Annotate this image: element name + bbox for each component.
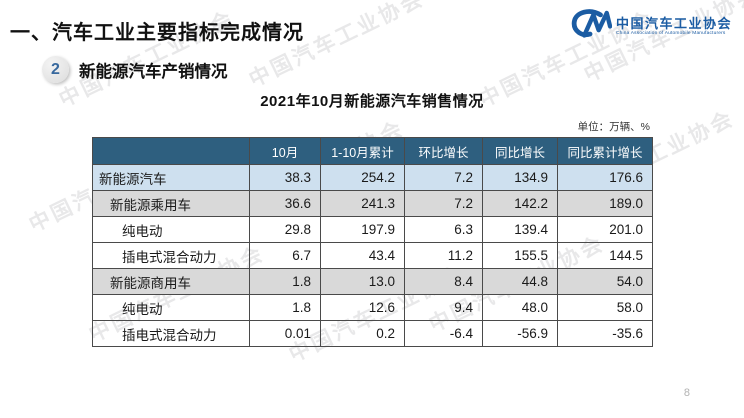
column-header: 10月 [249, 137, 321, 165]
section-number-badge: 2 [42, 56, 69, 83]
value-cell: 1.8 [249, 294, 321, 321]
value-cell: -35.6 [557, 320, 653, 347]
value-cell: 8.4 [404, 268, 483, 295]
value-cell: 241.3 [320, 190, 405, 217]
value-cell: 13.0 [320, 268, 405, 295]
table-row: 新能源汽车 38.3 254.2 7.2 134.9 176.6 [92, 164, 653, 191]
column-header: 环比增长 [404, 137, 483, 165]
row-label-cell: 新能源商用车 [92, 268, 250, 295]
value-cell: 6.7 [249, 242, 321, 269]
page-title: 一、汽车工业主要指标完成情况 [10, 22, 304, 44]
column-header: 同比累计增长 [557, 137, 653, 165]
value-cell: 48.0 [482, 294, 558, 321]
logo-name-cn: 中国汽车工业协会 [615, 15, 732, 31]
value-cell: 144.5 [557, 242, 653, 269]
table-header-row: 10月 1-10月累计 环比增长 同比增长 同比累计增长 [92, 137, 653, 165]
value-cell: 134.9 [482, 164, 558, 191]
column-header: 同比增长 [482, 137, 558, 165]
row-label-cell: 纯电动 [92, 294, 250, 321]
value-cell: 155.5 [482, 242, 558, 269]
value-cell: 43.4 [320, 242, 405, 269]
value-cell: 36.6 [249, 190, 321, 217]
page-number: 8 [683, 387, 690, 399]
value-cell: 38.3 [249, 164, 321, 191]
unit-note: 单位：万辆、% [577, 121, 650, 133]
value-cell: 11.2 [404, 242, 483, 269]
value-cell: 12.6 [320, 294, 405, 321]
value-cell: 58.0 [557, 294, 653, 321]
value-cell: 7.2 [404, 164, 483, 191]
value-cell: 254.2 [320, 164, 405, 191]
value-cell: 54.0 [557, 268, 653, 295]
table-row: 插电式混合动力 0.01 0.2 -6.4 -56.9 -35.6 [92, 320, 653, 347]
table-row: 新能源商用车 1.8 13.0 8.4 44.8 54.0 [92, 268, 653, 295]
column-header: 1-10月累计 [320, 137, 405, 165]
logo-text: 中国汽车工业协会 China Association of Automobile… [616, 16, 732, 37]
table-row: 纯电动 29.8 197.9 6.3 139.4 201.0 [92, 216, 653, 243]
value-cell: 7.2 [404, 190, 483, 217]
table-row: 插电式混合动力 6.7 43.4 11.2 155.5 144.5 [92, 242, 653, 269]
value-cell: 139.4 [482, 216, 558, 243]
column-header [92, 137, 250, 165]
value-cell: 0.01 [249, 320, 321, 347]
logo: 中国汽车工业协会 China Association of Automobile… [570, 8, 732, 44]
value-cell: 142.2 [482, 190, 558, 217]
value-cell: 0.2 [320, 320, 405, 347]
value-cell: 9.4 [404, 294, 483, 321]
value-cell: 6.3 [404, 216, 483, 243]
row-label-cell: 纯电动 [92, 216, 250, 243]
table-row: 新能源乘用车 36.6 241.3 7.2 142.2 189.0 [92, 190, 653, 217]
value-cell: 201.0 [557, 216, 653, 243]
value-cell: 29.8 [249, 216, 321, 243]
value-cell: 197.9 [320, 216, 405, 243]
value-cell: 189.0 [557, 190, 653, 217]
table-title: 2021年10月新能源汽车销售情况 [260, 93, 484, 110]
section-title: 新能源汽车产销情况 [79, 62, 228, 81]
value-cell: -6.4 [404, 320, 483, 347]
value-cell: 44.8 [482, 268, 558, 295]
value-cell: -56.9 [482, 320, 558, 347]
nev-sales-table: 10月 1-10月累计 环比增长 同比增长 同比累计增长 新能源汽车 38.3 … [92, 137, 653, 347]
row-label-cell: 插电式混合动力 [92, 320, 250, 347]
value-cell: 1.8 [249, 268, 321, 295]
row-label-cell: 新能源汽车 [92, 164, 250, 191]
table-row: 纯电动 1.8 12.6 9.4 48.0 58.0 [92, 294, 653, 321]
row-label-cell: 新能源乘用车 [92, 190, 250, 217]
row-label-cell: 插电式混合动力 [92, 242, 250, 269]
value-cell: 176.6 [557, 164, 653, 191]
logo-name-en: China Association of Automobile Manufact… [615, 30, 726, 36]
section-header: 2 新能源汽车产销情况 [42, 56, 228, 83]
cm-monogram-icon [570, 8, 613, 44]
